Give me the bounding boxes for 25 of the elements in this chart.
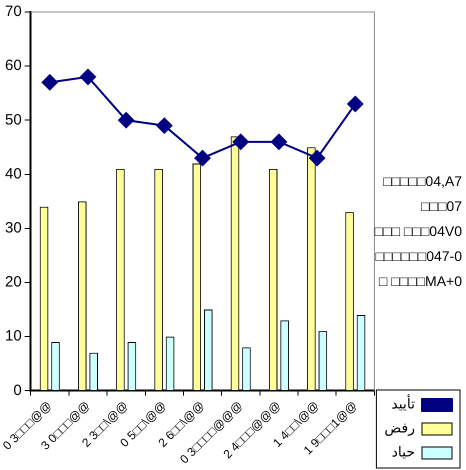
- legend-label: تأييد: [391, 394, 416, 413]
- legend-label: رفض: [384, 420, 415, 437]
- text: □□□07: [421, 198, 462, 214]
- annotation: □□□ □□□04V0: [374, 222, 462, 239]
- y-tick-label: 60: [4, 57, 22, 74]
- point: [194, 150, 211, 166]
- y-tick-label: 50: [4, 111, 22, 128]
- y-tick-label: 70: [4, 3, 22, 20]
- y-tick-label: 10: [4, 328, 22, 345]
- point: [42, 74, 58, 90]
- point: [309, 150, 326, 166]
- y-tick-label: 0: [13, 382, 22, 399]
- point: [232, 134, 249, 150]
- point: [80, 68, 96, 85]
- legend-label: حياد: [392, 444, 415, 461]
- point: [270, 134, 287, 150]
- point: [156, 118, 172, 134]
- y-tick-label: 30: [4, 220, 22, 237]
- text: □□□□□04,A7: [383, 172, 462, 189]
- text: □□□□□□047-0: [375, 248, 462, 264]
- y-tick-label: 40: [4, 165, 22, 182]
- y-tick-label: 20: [4, 274, 22, 291]
- point: [118, 112, 134, 128]
- text: □ □□□□MA+0: [378, 272, 462, 289]
- point: [347, 96, 364, 112]
